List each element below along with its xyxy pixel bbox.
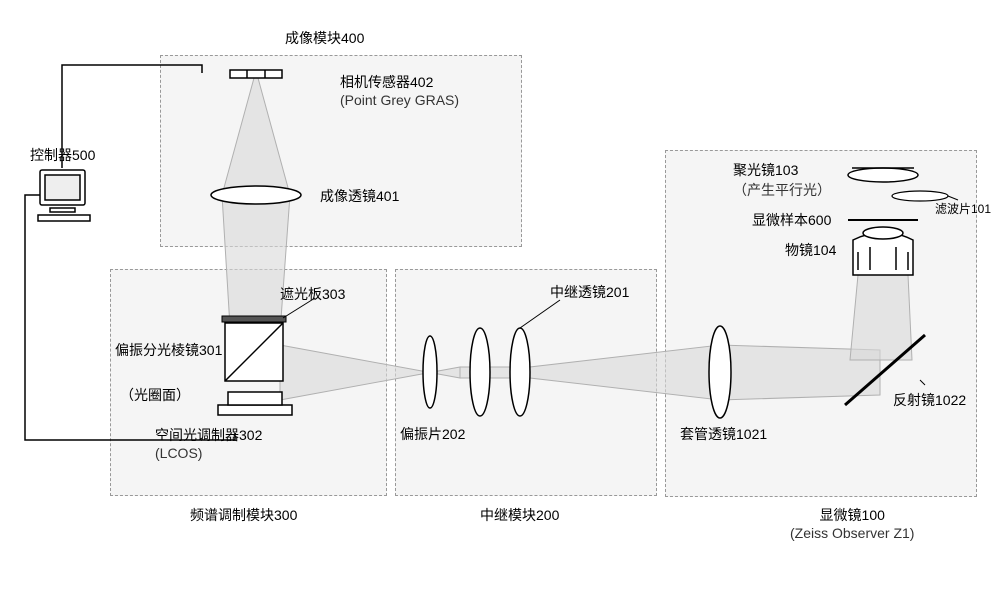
slm-label: 空间光调制器302 (LCOS) xyxy=(155,425,262,461)
tube-lens-label: 套管透镜1021 xyxy=(680,424,767,444)
imaging-module-title: 成像模块400 xyxy=(285,28,364,48)
microscope-title: 显微镜100 (Zeiss Observer Z1) xyxy=(790,505,914,541)
condenser-name: 聚光镜103 xyxy=(733,162,798,178)
camera-sensor-model: (Point Grey GRAS) xyxy=(340,92,459,108)
sample-label: 显微样本600 xyxy=(752,210,831,230)
relay-module-title: 中继模块200 xyxy=(480,505,559,525)
spectrum-module-title: 频谱调制模块300 xyxy=(190,505,297,525)
slm-model: (LCOS) xyxy=(155,445,202,461)
camera-sensor-label: 相机传感器402 (Point Grey GRAS) xyxy=(340,72,459,108)
slm-name: 空间光调制器302 xyxy=(155,427,262,443)
objective-label: 物镜104 xyxy=(785,240,836,260)
controller-label: 控制器500 xyxy=(30,145,95,165)
microscope-name: 显微镜100 xyxy=(820,507,885,523)
condenser-label: 聚光镜103 （产生平行光） xyxy=(733,160,831,200)
shutter-label: 遮光板303 xyxy=(280,284,345,304)
spectrum-module-box xyxy=(110,269,387,496)
aperture-label: （光圈面） xyxy=(120,385,190,405)
microscope-model: (Zeiss Observer Z1) xyxy=(790,525,914,541)
condenser-note: （产生平行光） xyxy=(733,182,831,198)
relay-lens-label: 中继透镜201 xyxy=(550,282,629,302)
controller-icon xyxy=(38,170,90,221)
filter-label: 滤波片101 xyxy=(935,200,991,217)
microscope-module-box xyxy=(665,150,977,497)
mirror-label: 反射镜1022 xyxy=(893,390,966,410)
polarizer-label: 偏振片202 xyxy=(400,424,465,444)
pbs-label: 偏振分光棱镜301 xyxy=(115,340,222,360)
imaging-lens-label: 成像透镜401 xyxy=(320,186,399,206)
camera-sensor-name: 相机传感器402 xyxy=(340,74,433,90)
relay-module-box xyxy=(395,269,657,496)
